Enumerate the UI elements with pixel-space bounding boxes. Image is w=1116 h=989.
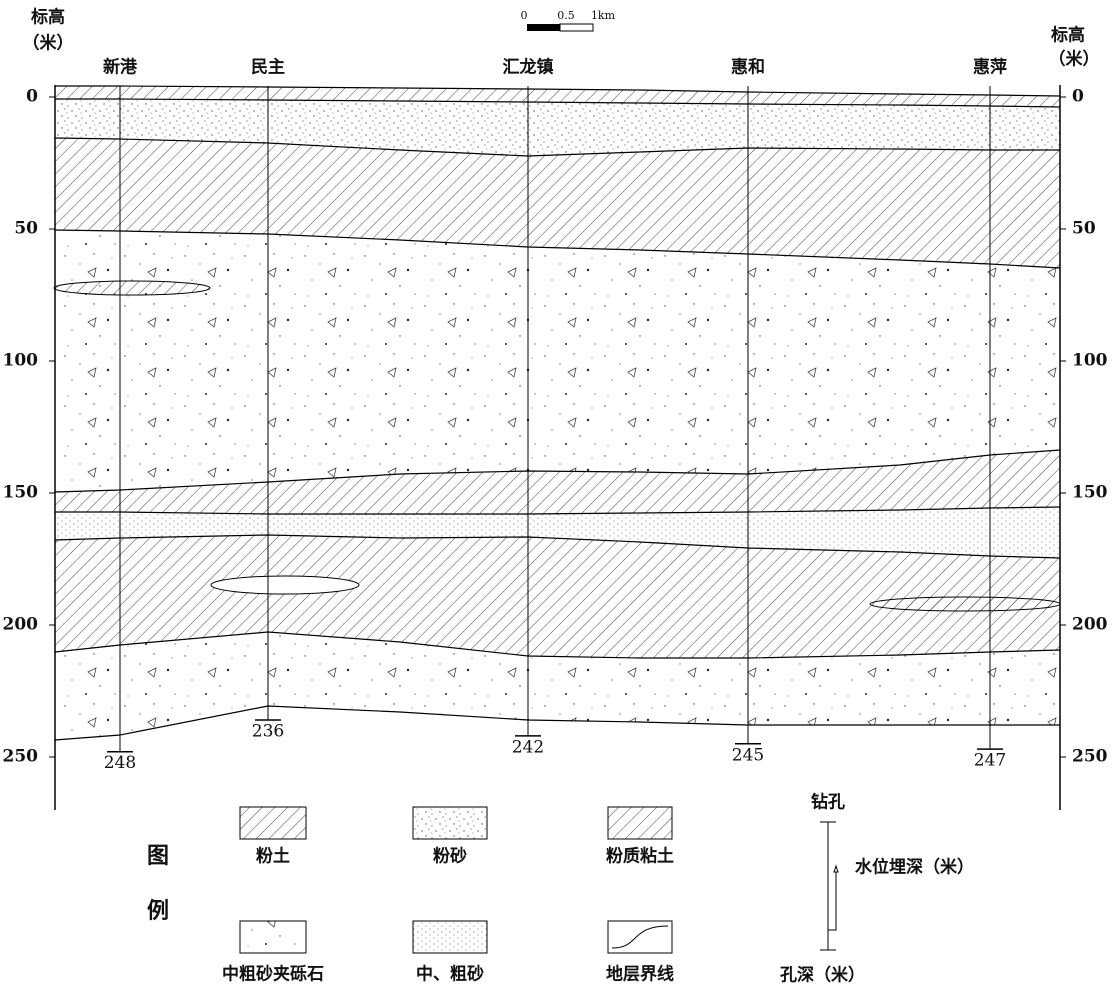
axis-title: 标高 — [1051, 25, 1085, 46]
legend-label: 钻孔 — [811, 792, 845, 813]
borehole-name: 民主 — [251, 57, 285, 78]
axis-title: （米） — [23, 33, 74, 54]
legend-swatch — [240, 807, 306, 839]
legend-title: 例 — [147, 898, 169, 924]
legend-label: 水位埋深（米） — [855, 857, 974, 878]
legend-swatch — [608, 807, 672, 839]
lens — [54, 281, 210, 295]
borehole-depth: 247 — [974, 751, 1006, 771]
tick-label: 0 — [1072, 87, 1084, 107]
legend-title: 图 — [147, 843, 169, 869]
legend-label: 中粗砂夹砾石 — [222, 964, 324, 985]
axis-title: 标高 — [31, 7, 65, 28]
tick-label: 250 — [1072, 747, 1108, 767]
tick-label: 200 — [1072, 615, 1108, 635]
tick-label: 150 — [3, 483, 39, 503]
borehole-name: 惠萍 — [973, 57, 1007, 78]
tick-label: 50 — [1072, 219, 1096, 239]
scale-label: 0.5 — [557, 9, 575, 22]
borehole-name: 惠和 — [731, 57, 765, 78]
tick-label: 250 — [3, 747, 39, 767]
tick-label: 0 — [26, 87, 38, 107]
axis-title: （米） — [1049, 49, 1100, 70]
tick-label: 50 — [14, 219, 38, 239]
legend-label: 孔深（米） — [780, 965, 865, 986]
tick-label: 150 — [1072, 483, 1108, 503]
borehole-depth: 242 — [512, 737, 544, 757]
legend-water — [828, 866, 838, 930]
legend-label: 粉砂 — [433, 846, 467, 867]
borehole-depth: 248 — [104, 753, 136, 773]
scale-bar: 0 0.5 1km — [521, 9, 616, 31]
legend-label: 地层界线 — [606, 964, 674, 985]
legend-swatch — [413, 921, 487, 953]
legend-label: 中、粗砂 — [416, 964, 484, 985]
scale-label: 1km — [591, 9, 616, 22]
tick-label: 100 — [3, 351, 39, 371]
strata — [55, 86, 1060, 740]
tick-label: 200 — [3, 615, 39, 635]
borehole-name: 汇龙镇 — [503, 57, 554, 78]
stratum — [55, 230, 1060, 492]
borehole-depth: 245 — [732, 745, 764, 765]
lens — [870, 597, 1060, 611]
section-diagram: 标高 （米） 标高 （米） 0 0.5 1km 图 例 粉土 粉砂 粉质粘土 中… — [0, 0, 1116, 989]
lens — [211, 576, 359, 594]
legend-label: 粉质粘土 — [606, 846, 674, 867]
legend: 图 例 粉土 粉砂 粉质粘土 中粗砂夹砾石 中、粗砂 地层界线 钻孔 水位埋深（… — [147, 792, 974, 986]
borehole-depth: 236 — [252, 722, 284, 742]
scale-label: 0 — [521, 9, 528, 22]
borehole-name: 新港 — [103, 57, 138, 78]
tick-label: 100 — [1072, 351, 1108, 371]
legend-swatch — [240, 921, 306, 953]
legend-label: 粉土 — [256, 846, 290, 867]
legend-swatch — [413, 807, 487, 839]
